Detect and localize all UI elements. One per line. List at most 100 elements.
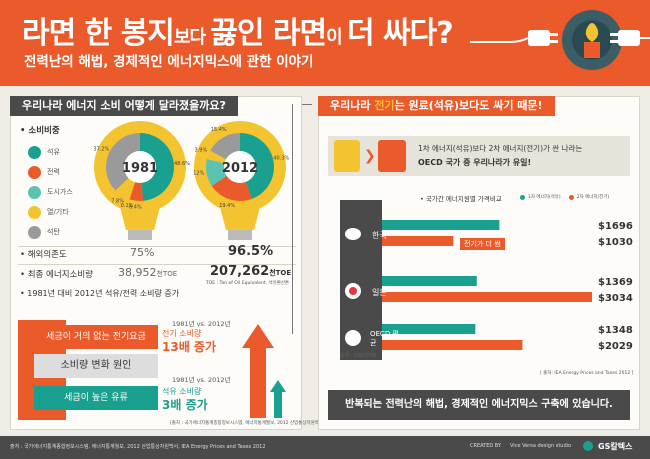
period-label-2: 1981년 vs. 2012년 [172,376,231,384]
increase-title: • 1981년 대비 2012년 석유/전력 소비량 증가 [20,289,180,298]
increase-title-text: 1981년 대비 2012년 석유/전력 소비량 증가 [27,289,180,298]
oil-growth-arrow [270,380,286,418]
legend-item: 도시가스 [28,182,73,202]
title-part: 더 싸다? [346,16,454,51]
oil-label: 석유 소비량 [162,387,202,396]
price-bar [382,236,454,246]
unit-label: 단위 : USD/TOE [340,353,377,359]
section-label-text: 소비비중 [28,126,60,136]
lightning-icon [28,165,41,179]
oil-value: 3배 증가 [162,398,208,412]
info-line-1: 1차 에너지(석유)보다 2차 에너지(전기)가 싼 나라는 [418,144,583,153]
pie-slice-label: 6.4% [129,205,142,211]
price-value-label: $1348 [598,325,633,336]
tab-part: 우리나라 [330,99,375,112]
price-value-label: $3034 [598,293,633,304]
elec-growth-arrow [242,324,274,418]
growth-arrows [242,324,286,418]
consumption-label: • 최종 에너지소비량 [20,270,93,280]
pie-slice-label: 40.3% [273,156,289,162]
cooked-ramen-icon [378,140,406,172]
pie-slice-석탄 [106,133,140,191]
elec-value: 13배 증가 [162,340,216,354]
price-value-label: $1369 [598,277,633,288]
expensive-oil-box: 세금이 높은 유류 [34,386,158,410]
price-bar [382,292,592,302]
legend-label: 열/기타 [47,208,69,216]
pie-slice-label: 3.9% [195,148,208,154]
left-panel-tab: 우리나라 에너지 소비 어떻게 달라졌을까요? [10,96,238,116]
plug-bulb-illustration [470,10,650,70]
brand-name: GS칼텍스 [598,442,633,451]
pie-2012-title: 2012 [222,161,258,176]
pie-slice-label: 37.2% [93,147,109,153]
consumption-1981: 38,952천TOE [118,266,177,279]
consumption-2012-value: 207,262 [210,264,270,279]
toe-note: TOE : Ton of Oil Equivalent, 석유환산톤 [206,281,290,286]
source-left: [출처 : 국가에너지통계종합정보시스템, 에너지통계월보, 2012 산업통상… [170,421,325,426]
title-part: 라면 한 봉지 [22,16,175,51]
country-label-japan: 일본 [372,288,387,297]
source-right: [ 출처: IEA Energy Prices and Taxes 2012 ] [540,371,634,376]
compare-title-text: 국가간 에너지원별 가격비교 [425,195,502,203]
footer-source: 출처 : 국가에너지통계종합정보시스템, 에너지통계월보, 2012 산업통상자… [10,444,266,450]
pie-slice-석유 [240,133,274,199]
legend-label: 석탄 [47,228,60,236]
legend-secondary: 2차 에너지(전기) [576,195,610,200]
pie-1981-hole [124,151,156,183]
legend-item: 열/기타 [28,202,73,222]
coal-icon [28,225,41,239]
divider [18,246,296,247]
flame-icon [585,23,599,42]
legend-label: 석유 [47,148,60,156]
period-label-1: 1981년 vs. 2012년 [172,320,231,328]
heat-icon [28,205,41,219]
legend-label: 도시가스 [47,188,73,196]
compare-legend: 1차 에너지(석유) 2차 에너지(전기) [520,194,609,200]
pie-slice-label: 15.4% [211,127,227,133]
korea-flag-icon [345,228,361,240]
created-by: CREATED BY [470,443,502,449]
cheap-electricity-box: 세금이 거의 없는 전기요금 [34,325,158,349]
title-part: 끓인 라면 [210,16,327,51]
price-value-label: $1030 [598,237,633,248]
legend-item: 석탄 [28,222,73,242]
page-title: 라면 한 봉지보다 끓인 라면이 더 싸다? [22,8,454,52]
energy-legend: 석유 전력 도시가스 열/기타 석탄 [28,142,73,242]
unit: 천TOE [269,269,292,277]
conclusion-banner: 반복되는 전력난의 해법, 경제적인 에너지믹스 구축에 있습니다. [328,390,630,420]
legend-label: 전력 [47,168,60,176]
arrow-icon: ❯ [364,148,376,164]
divider [18,264,296,265]
ramen-pack-icon [334,140,360,172]
pie-2012-hole [224,151,256,183]
pie-slice-label: 12% [193,170,204,176]
pie-slice-label: 48.6% [174,161,190,167]
price-value-label: $2029 [598,341,633,352]
price-bar [382,340,523,350]
unit: 천TOE [156,270,178,278]
price-value-label: $1696 [598,221,633,232]
country-label-oecd: OECD 평균 [370,330,399,347]
pie-slice-label: 0.1% [121,203,134,209]
tab-part: 는 원료(석유)보다도 싸기 때문! [394,99,543,112]
info-line-2: OECD 국가 중 우리나라가 유일! [418,158,532,167]
dependency-1981: 75% [130,246,155,259]
footer [0,436,650,459]
legend-item: 석유 [28,142,73,162]
pie-slice-석유 [140,133,175,201]
legend-swatch [520,194,525,200]
studio-name: Vice Versa design studio [510,443,572,449]
japan-flag-icon [345,283,361,299]
price-bar [382,276,477,286]
left-plug-icon [528,30,550,46]
dependency-label: • 해외의존도 [20,250,67,260]
connector [302,104,312,105]
country-label-korea: 한국 [372,231,387,240]
consumption-1981-value: 38,952 [118,266,157,279]
connector [292,104,293,334]
gs-logo-icon [583,441,593,451]
legend-item: 전력 [28,162,73,182]
price-comparison-chart: $1696 $1030 $1369 $3034 $1348 $2029 [340,200,633,360]
compare-title: • 국가간 에너지원별 가격비교 [420,195,502,203]
